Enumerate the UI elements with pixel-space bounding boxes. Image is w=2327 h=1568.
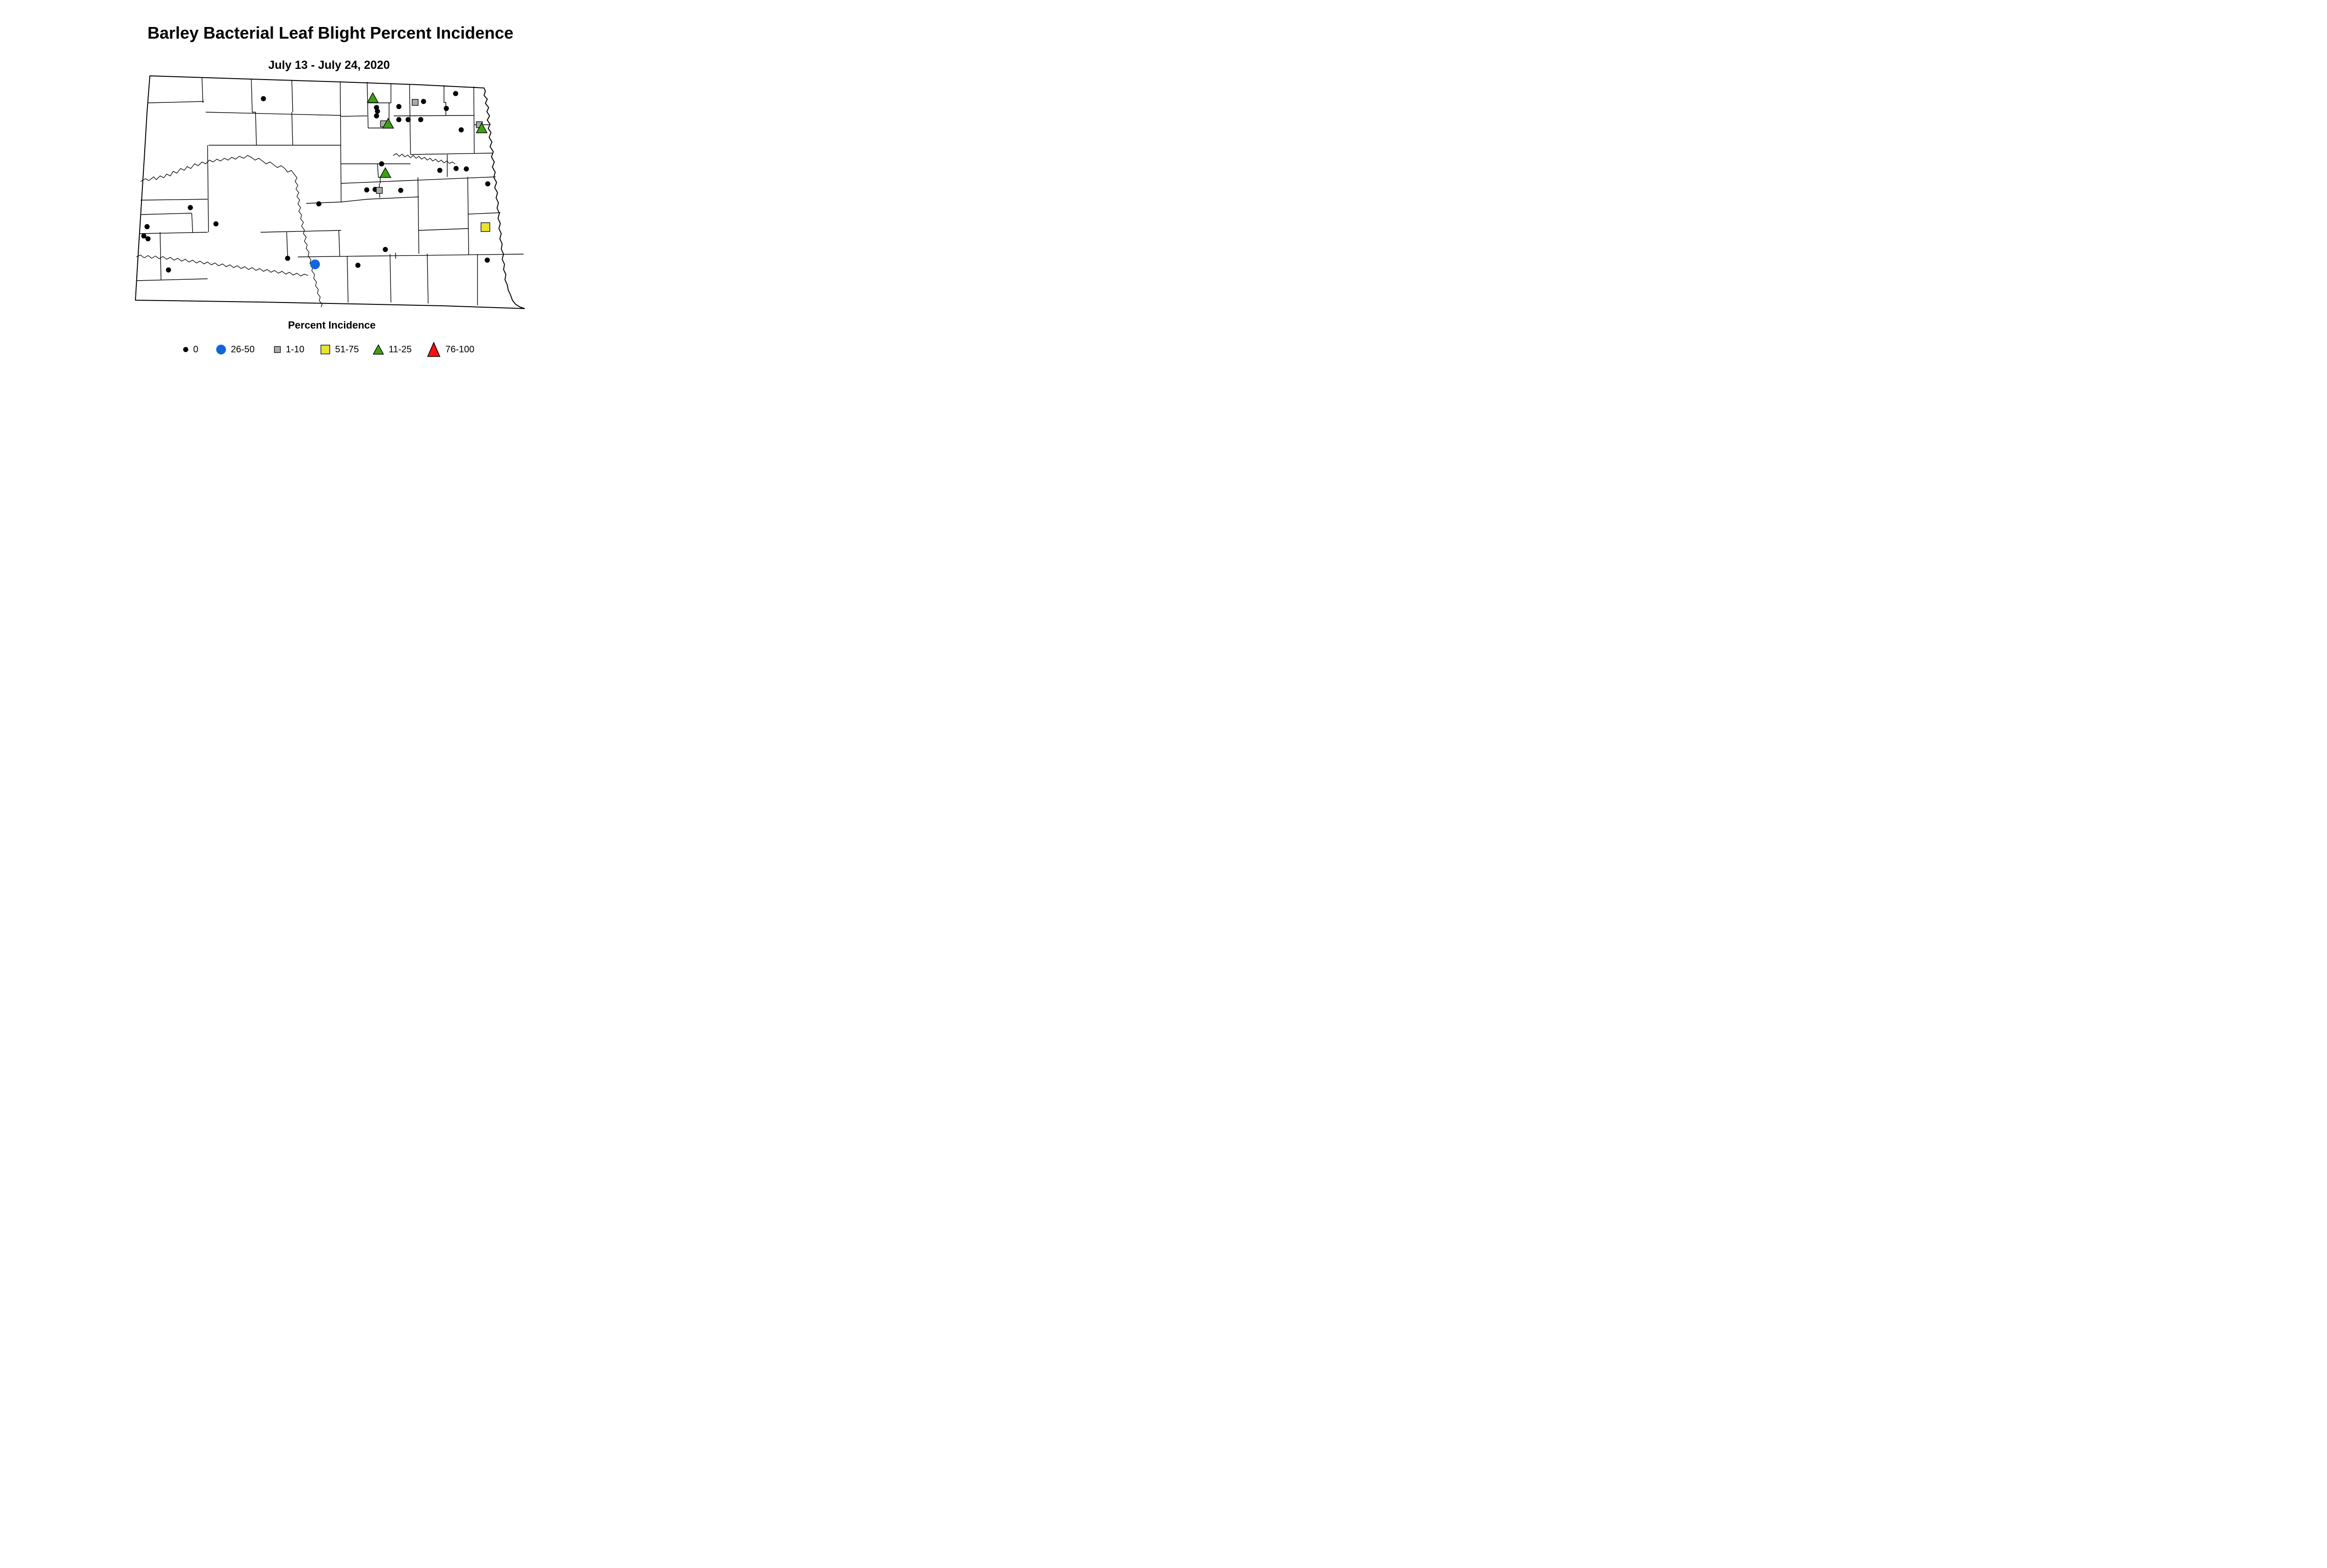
legend-title: Percent Incidence — [288, 319, 376, 331]
marker-0 — [485, 181, 491, 187]
marker-0 — [396, 104, 402, 109]
marker-0 — [458, 127, 464, 133]
marker-0 — [405, 117, 411, 122]
state-outline-layer — [135, 75, 525, 309]
square-51-75-icon — [320, 344, 331, 355]
marker-0 — [375, 108, 380, 114]
marker-0 — [144, 224, 150, 229]
marker-0 — [421, 99, 426, 104]
square-1-10-icon — [274, 346, 282, 354]
rivers-layer — [136, 153, 456, 308]
legend-item-11-25: 11-25 — [372, 339, 412, 360]
markers-layer — [141, 91, 491, 273]
dot-0-icon — [182, 346, 189, 353]
legend: 0 26-50 1-10 51-75 11-25 — [0, 339, 720, 360]
marker-0 — [145, 236, 151, 242]
marker-0 — [261, 96, 266, 101]
marker-0 — [374, 113, 379, 119]
triangle-11-25-icon — [372, 344, 384, 355]
marker-0 — [484, 257, 490, 263]
marker-0 — [418, 117, 424, 122]
marker-0 — [398, 188, 404, 193]
marker-0 — [364, 187, 370, 193]
legend-label-51-75: 51-75 — [335, 344, 359, 355]
marker-11-25 — [476, 122, 488, 134]
legend-item-26-50: 26-50 — [215, 339, 255, 360]
legend-item-76-100: 76-100 — [426, 339, 474, 360]
marker-0 — [453, 166, 459, 171]
marker-0 — [316, 201, 322, 207]
marker-1-10 — [411, 99, 419, 106]
marker-0 — [379, 161, 384, 167]
legend-label-26-50: 26-50 — [231, 344, 255, 355]
marker-0 — [444, 106, 449, 111]
marker-0 — [396, 117, 402, 122]
marker-0 — [213, 221, 219, 227]
state-outline — [135, 75, 525, 309]
marker-51-75 — [480, 222, 491, 232]
marker-0 — [464, 166, 469, 172]
marker-0 — [355, 262, 361, 268]
page: Barley Bacterial Leaf Blight Percent Inc… — [0, 0, 720, 379]
marker-0 — [383, 247, 388, 252]
marker-0 — [285, 256, 290, 261]
marker-0 — [188, 205, 193, 210]
marker-0 — [166, 267, 171, 273]
page-subtitle: July 13 - July 24, 2020 — [268, 59, 390, 72]
page-title: Barley Bacterial Leaf Blight Percent Inc… — [147, 23, 514, 42]
legend-item-1-10: 1-10 — [274, 339, 304, 360]
marker-0 — [141, 233, 147, 239]
circle-26-50-icon — [215, 344, 227, 355]
county-lines-layer — [136, 77, 524, 305]
marker-11-25 — [382, 117, 394, 129]
marker-1-10 — [376, 187, 383, 194]
marker-11-25 — [379, 167, 391, 178]
marker-11-25 — [367, 92, 379, 103]
legend-label-76-100: 76-100 — [445, 344, 475, 355]
legend-item-51-75: 51-75 — [320, 339, 359, 360]
legend-label-11-25: 11-25 — [389, 344, 412, 355]
marker-26-50 — [310, 259, 320, 269]
triangle-76-100-icon — [426, 342, 441, 357]
legend-label-1-10: 1-10 — [286, 344, 305, 355]
legend-label-0: 0 — [193, 344, 199, 355]
nd-map-svg — [135, 75, 525, 309]
marker-0 — [453, 91, 458, 96]
legend-item-0: 0 — [182, 339, 198, 360]
marker-0 — [437, 168, 443, 173]
